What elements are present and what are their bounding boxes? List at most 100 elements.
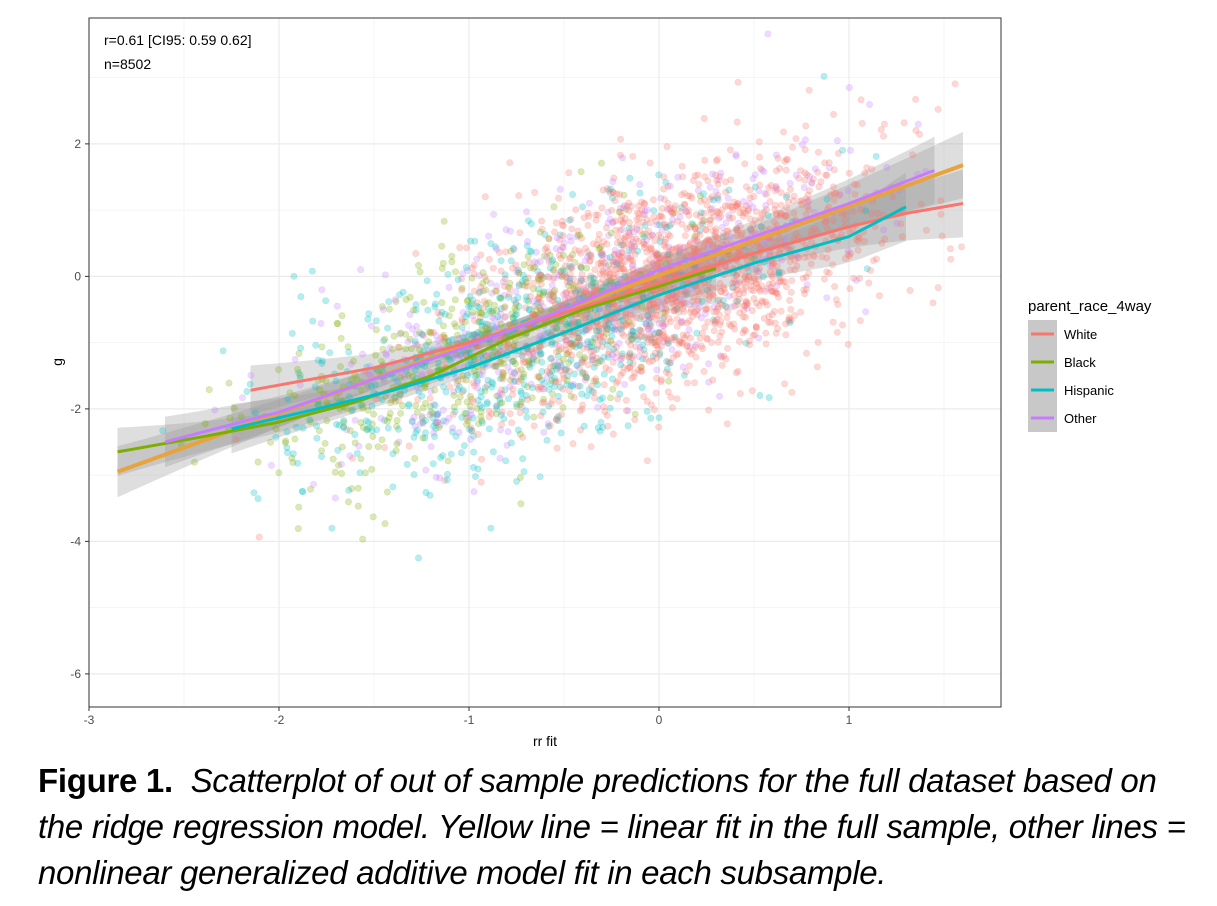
scatter-point <box>507 439 515 447</box>
scatter-point <box>718 361 726 369</box>
scatter-point <box>825 269 833 277</box>
scatter-point <box>644 311 652 319</box>
scatter-point <box>734 367 742 375</box>
scatter-point <box>379 305 387 313</box>
scatter-point <box>647 313 655 321</box>
scatter-point <box>421 429 429 437</box>
scatter-point <box>307 485 315 493</box>
scatter-point <box>519 373 527 381</box>
scatter-point <box>458 388 466 396</box>
scatter-point <box>757 214 765 222</box>
scatter-point <box>580 355 588 363</box>
scatter-point <box>647 414 655 422</box>
scatter-point <box>559 266 567 274</box>
scatter-point <box>431 386 439 394</box>
scatter-point <box>704 235 712 243</box>
scatter-point <box>668 346 676 354</box>
scatter-point <box>473 378 481 386</box>
scatter-point <box>318 286 326 294</box>
scatter-point <box>809 175 817 183</box>
scatter-point <box>549 275 557 283</box>
scatter-point <box>757 223 765 231</box>
scatter-point <box>524 282 532 290</box>
scatter-point <box>422 341 430 349</box>
scatter-point <box>431 300 439 308</box>
scatter-point <box>609 178 617 186</box>
scatter-point <box>777 201 785 209</box>
scatter-point <box>844 247 852 255</box>
scatter-point <box>394 343 402 351</box>
scatter-point <box>835 191 843 199</box>
scatter-point <box>602 364 610 372</box>
scatter-point <box>714 191 722 199</box>
scatter-point <box>657 212 665 220</box>
scatter-point <box>644 312 652 320</box>
scatter-point <box>715 392 723 400</box>
scatter-point <box>443 470 451 478</box>
scatter-point <box>526 363 534 371</box>
scatter-point <box>788 277 796 285</box>
scatter-point <box>515 280 523 288</box>
scatter-point <box>510 246 518 254</box>
scatter-point <box>726 146 734 154</box>
scatter-point <box>237 413 245 421</box>
scatter-point <box>761 298 769 306</box>
scatter-point <box>659 252 667 260</box>
scatter-point <box>706 183 714 191</box>
scatter-point <box>560 239 568 247</box>
scatter-point <box>540 385 548 393</box>
scatter-point <box>556 185 564 193</box>
scatter-point <box>435 359 443 367</box>
scatter-point <box>631 369 639 377</box>
scatter-point <box>643 265 651 273</box>
scatter-point <box>588 387 596 395</box>
scatter-point <box>506 279 514 287</box>
scatter-point <box>643 407 651 415</box>
scatter-point <box>823 294 831 302</box>
scatter-point <box>683 208 691 216</box>
scatter-point <box>359 535 367 543</box>
scatter-point <box>397 409 405 417</box>
scatter-point <box>618 354 626 362</box>
scatter-point <box>392 297 400 305</box>
scatter-point <box>723 313 731 321</box>
scatter-point <box>750 274 758 282</box>
scatter-point <box>535 373 543 381</box>
scatter-point <box>429 328 437 336</box>
scatter-point <box>598 204 606 212</box>
scatter-point <box>773 282 781 290</box>
scatter-point <box>250 489 258 497</box>
scatter-point <box>553 444 561 452</box>
scatter-point <box>478 318 486 326</box>
scatter-point <box>608 206 616 214</box>
scatter-point <box>445 355 453 363</box>
scatter-point <box>650 330 658 338</box>
scatter-point <box>906 286 914 294</box>
scatter-point <box>230 404 238 412</box>
scatter-point <box>565 169 573 177</box>
scatter-point <box>667 208 675 216</box>
scatter-point <box>750 193 758 201</box>
legend-label-black: Black <box>1064 355 1096 370</box>
scatter-point <box>381 335 389 343</box>
scatter-point <box>782 166 790 174</box>
scatter-point <box>732 369 740 377</box>
scatter-point <box>697 342 705 350</box>
scatter-point <box>844 250 852 258</box>
scatter-point <box>536 350 544 358</box>
scatter-point <box>549 325 557 333</box>
scatter-point <box>545 235 553 243</box>
scatter-point <box>649 196 657 204</box>
scatter-point <box>384 424 392 432</box>
scatter-point <box>587 443 595 451</box>
scatter-point <box>402 295 410 303</box>
scatter-point <box>380 337 388 345</box>
scatter-point <box>553 325 561 333</box>
scatter-point <box>566 286 574 294</box>
scatter-point <box>578 405 586 413</box>
scatter-point <box>593 286 601 294</box>
scatter-point <box>716 321 724 329</box>
scatter-point <box>272 425 280 433</box>
scatter-point <box>413 408 421 416</box>
scatter-point <box>683 342 691 350</box>
